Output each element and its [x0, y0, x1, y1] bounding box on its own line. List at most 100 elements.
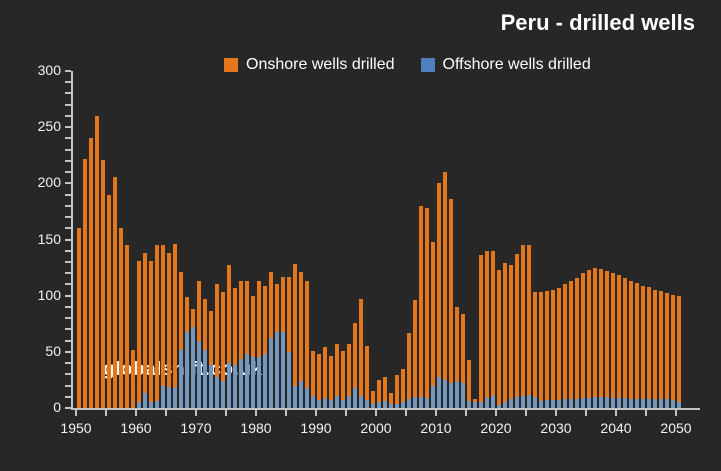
- bar-onshore-2018: [485, 251, 489, 408]
- bar-onshore-1959: [131, 350, 135, 408]
- bar-offshore-2007: [419, 397, 423, 408]
- y-axis-label: 0: [53, 399, 61, 415]
- bar-offshore-1982: [269, 338, 273, 408]
- x-tick: [615, 410, 617, 416]
- y-tick: [65, 227, 71, 230]
- bar-onshore-2034: [581, 273, 585, 408]
- bar-onshore-2047: [659, 291, 663, 408]
- bar-onshore-2012: [449, 199, 453, 408]
- y-tick: [65, 193, 71, 196]
- bar-onshore-2020: [497, 270, 501, 408]
- offshore-swatch-icon: [420, 58, 435, 72]
- y-tick: [65, 407, 71, 409]
- y-tick: [65, 70, 71, 72]
- x-tick: [195, 410, 197, 416]
- bar-onshore-1954: [101, 160, 105, 408]
- bar-onshore-2011: [443, 172, 447, 408]
- x-tick: [555, 410, 557, 416]
- bar-onshore-2010: [437, 183, 441, 408]
- x-axis-line: [71, 408, 700, 410]
- bar-offshore-1964: [161, 386, 165, 408]
- bar-offshore-1966: [173, 388, 177, 408]
- bar-offshore-2000: [377, 402, 381, 408]
- x-axis-label: 2040: [600, 420, 632, 436]
- x-axis-label: 1960: [120, 420, 152, 436]
- bar-onshore-1992: [329, 356, 333, 408]
- bar-offshore-2022: [509, 399, 513, 408]
- bar-offshore-1978: [245, 354, 249, 408]
- bar-onshore-2006: [413, 300, 417, 408]
- bar-onshore-2032: [569, 281, 573, 408]
- bar-offshore-1975: [227, 363, 231, 408]
- bar-offshore-1993: [335, 396, 339, 408]
- bar-offshore-2020: [497, 405, 501, 408]
- bar-onshore-1997: [359, 299, 363, 408]
- y-tick: [65, 103, 71, 106]
- y-tick: [65, 384, 71, 387]
- y-axis-label: 300: [37, 62, 61, 78]
- bar-offshore-1984: [281, 332, 285, 408]
- bar-onshore-2035: [587, 270, 591, 408]
- y-tick: [65, 249, 71, 252]
- bar-onshore-2041: [623, 278, 627, 408]
- bar-onshore-2040: [617, 275, 621, 408]
- x-tick: [225, 410, 227, 416]
- bar-offshore-2035: [587, 398, 591, 408]
- bar-offshore-2006: [413, 397, 417, 408]
- bar-offshore-2017: [479, 402, 483, 408]
- bar-offshore-2050: [677, 402, 681, 408]
- bar-onshore-1955: [107, 195, 111, 408]
- bar-onshore-2026: [533, 292, 537, 408]
- bar-onshore-1951: [83, 159, 87, 408]
- x-tick: [135, 410, 137, 416]
- bar-offshore-1960: [137, 402, 141, 408]
- x-tick: [405, 410, 407, 416]
- x-tick: [165, 410, 167, 416]
- bar-offshore-2014: [461, 383, 465, 408]
- y-tick: [65, 238, 71, 241]
- x-tick: [585, 410, 587, 416]
- bar-onshore-1989: [311, 351, 315, 408]
- x-tick: [645, 410, 647, 416]
- bar-onshore-2038: [605, 271, 609, 408]
- bar-offshore-2040: [617, 398, 621, 408]
- bar-onshore-2007: [419, 206, 423, 408]
- bar-offshore-2025: [527, 395, 531, 408]
- bar-offshore-2038: [605, 397, 609, 408]
- bar-onshore-1961: [143, 253, 147, 408]
- bar-onshore-2033: [575, 278, 579, 408]
- y-tick: [65, 126, 71, 129]
- bar-onshore-2019: [491, 251, 495, 408]
- bar-onshore-2002: [389, 393, 393, 408]
- y-tick: [65, 204, 71, 207]
- bar-offshore-1970: [197, 341, 201, 408]
- bar-onshore-1980: [257, 281, 261, 408]
- bar-offshore-2024: [521, 396, 525, 408]
- bar-offshore-2009: [431, 386, 435, 408]
- x-tick: [495, 410, 497, 416]
- y-tick: [65, 328, 71, 331]
- bar-onshore-2027: [539, 292, 543, 408]
- bar-onshore-2000: [377, 380, 381, 408]
- bar-offshore-2001: [383, 401, 387, 408]
- bar-offshore-2008: [425, 398, 429, 408]
- bar-onshore-1990: [317, 354, 321, 408]
- bar-offshore-1965: [167, 387, 171, 408]
- bar-offshore-2036: [593, 397, 597, 408]
- bar-offshore-1979: [251, 357, 255, 408]
- x-axis-label: 2000: [360, 420, 392, 436]
- bar-onshore-2045: [647, 287, 651, 408]
- bar-onshore-1963: [155, 245, 159, 408]
- y-tick: [65, 362, 71, 365]
- bar-offshore-1995: [347, 396, 351, 408]
- bar-offshore-2013: [455, 381, 459, 408]
- bar-onshore-2025: [527, 245, 531, 408]
- y-axis-line: [71, 71, 73, 408]
- bar-onshore-1973: [215, 284, 219, 408]
- bar-offshore-1967: [179, 350, 183, 408]
- bar-offshore-1999: [371, 404, 375, 408]
- bar-offshore-1988: [305, 388, 309, 408]
- onshore-swatch-icon: [224, 58, 238, 72]
